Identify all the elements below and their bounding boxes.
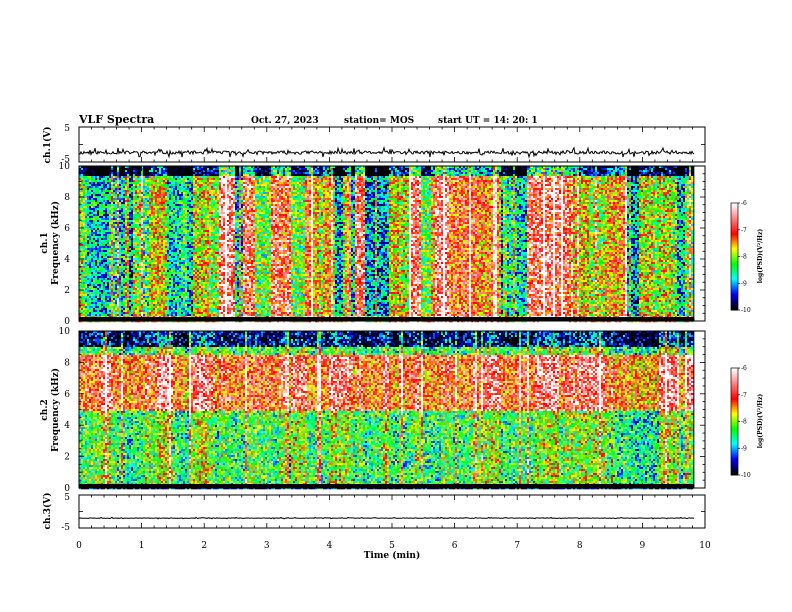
spectrogram-ytick: 2 xyxy=(64,286,70,296)
spectrogram-ytick: 4 xyxy=(64,421,70,431)
ch2-frequency-label: Frequency (kHz) xyxy=(50,368,61,452)
x-tick-label: 4 xyxy=(327,541,333,551)
colorbar-tick: -6 xyxy=(741,200,747,207)
ch2-channel-label: ch.2 xyxy=(40,399,50,420)
ch3-waveform-trace xyxy=(78,516,694,520)
ch1-ytick-top: 5 xyxy=(64,124,70,134)
x-tick-label: 9 xyxy=(640,541,646,551)
ch1-volt-label: ch.1(V) xyxy=(42,127,53,164)
spectrogram-ytick: 8 xyxy=(64,193,70,203)
colorbar-tick: -8 xyxy=(741,254,747,261)
panel-ch1-waveform: 5 -5 ch.1(V) xyxy=(42,124,706,165)
colorbar-ch1: -10 -9 -8 -7 -6 log(PSD)(V²/Hz) xyxy=(730,200,764,314)
ch1-spectrogram-ticks: 0 2 4 6 8 10 xyxy=(59,162,706,327)
spectrogram-ytick: 8 xyxy=(64,358,70,368)
spectrogram-ytick: 6 xyxy=(64,224,70,234)
colorbar-tick: -9 xyxy=(741,445,747,452)
colorbar-tick: -10 xyxy=(741,472,751,479)
x-tick-label: 5 xyxy=(389,541,395,551)
spectrogram-ytick: 6 xyxy=(64,390,70,400)
ch2-spectrogram-ticks: 0 2 4 6 8 10 xyxy=(59,327,706,494)
x-tick-label: 10 xyxy=(699,541,711,551)
x-tick-label: 8 xyxy=(577,541,583,551)
colorbar-tick: -9 xyxy=(741,280,747,287)
start-time-label: start UT = 14: 20: 1 xyxy=(438,116,538,126)
station-label: station= MOS xyxy=(344,116,414,126)
waveform-line xyxy=(78,146,695,159)
colorbar-ch2-label: log(PSD)(V²/Hz) xyxy=(757,394,764,449)
spectrogram-ytick: 2 xyxy=(64,453,70,463)
spectrogram-ytick: 10 xyxy=(59,327,71,337)
spectrogram-ytick: 10 xyxy=(59,162,71,172)
colorbar-tick: -8 xyxy=(741,419,747,426)
x-axis-label: Time (min) xyxy=(364,550,421,561)
ch3-ytick-top: 5 xyxy=(64,493,70,503)
x-tick-label: 2 xyxy=(201,541,207,551)
colorbar-tick: -6 xyxy=(741,365,747,372)
panel-ch2-spectrogram: 0 2 4 6 8 10 ch.2 Frequency (kHz) xyxy=(40,327,706,494)
spectrogram-ytick: 0 xyxy=(64,317,70,327)
x-tick-label: 6 xyxy=(452,541,458,551)
ch1-waveform-ticks xyxy=(78,126,706,163)
ch1-waveform-frame xyxy=(78,126,706,163)
spectrogram-ytick: 4 xyxy=(64,255,70,265)
colorbar-ch2: -10 -9 -8 -7 -6 log(PSD)(V²/Hz) xyxy=(730,365,764,479)
x-tick-label: 0 xyxy=(76,541,82,551)
spectrogram-ytick: 0 xyxy=(64,484,70,494)
colorbar-ch2-scale: -10 -9 -8 -7 -6 xyxy=(730,365,751,479)
ch1-frequency-label: Frequency (kHz) xyxy=(50,201,61,285)
colorbar-tick: -7 xyxy=(741,392,747,399)
ch3-volt-label: ch.3(V) xyxy=(42,493,53,530)
ch1-ytick-bottom: -5 xyxy=(61,155,70,165)
ch3-waveform-ticks xyxy=(78,494,706,529)
colorbar-ch1-label: log(PSD)(V²/Hz) xyxy=(757,229,764,284)
chart-title: VLF Spectra xyxy=(78,113,154,126)
panel-ch3-waveform: 5 -5 ch.3(V) xyxy=(42,493,706,533)
x-tick-label: 7 xyxy=(514,541,520,551)
ch2-spectrogram-image xyxy=(79,331,695,490)
colorbar-ch1-scale: -10 -9 -8 -7 -6 xyxy=(730,200,751,314)
panel-ch1-spectrogram: 0 2 4 6 8 10 ch.1 Frequency (kHz) xyxy=(40,162,706,327)
ch1-spectrogram-image xyxy=(79,166,695,323)
colorbar-tick: -7 xyxy=(741,227,747,234)
x-tick-labels: 0 1 2 3 4 5 6 7 8 9 10 xyxy=(76,541,711,551)
waveform-line xyxy=(78,516,694,520)
ch1-waveform-trace xyxy=(78,146,695,159)
x-tick-label: 1 xyxy=(139,541,145,551)
ch3-ytick-bottom: -5 xyxy=(61,523,70,533)
colorbar-tick: -10 xyxy=(741,307,751,314)
ch1-channel-label: ch.1 xyxy=(40,232,50,253)
date-label: Oct. 27, 2023 xyxy=(251,116,319,126)
x-tick-label: 3 xyxy=(264,541,270,551)
